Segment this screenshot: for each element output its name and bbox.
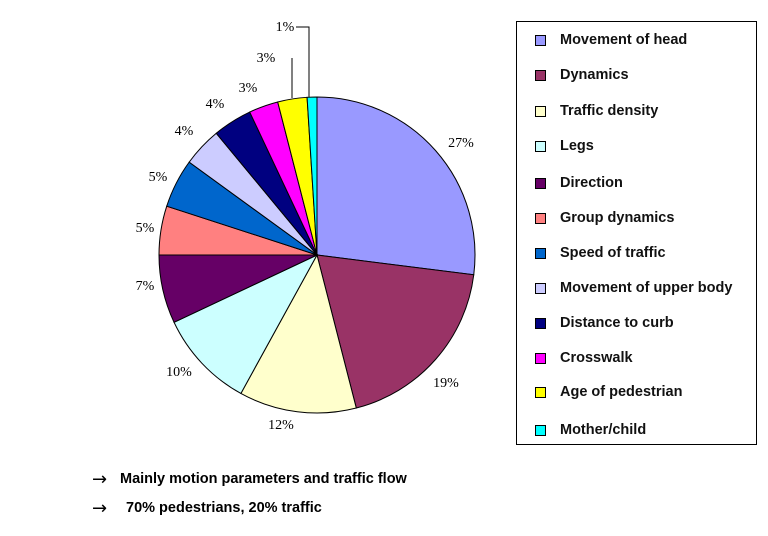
legend-swatch xyxy=(535,105,546,117)
pie-percent-label: 10% xyxy=(166,365,192,380)
legend-label: Legs xyxy=(560,138,594,154)
legend-item: Dynamics xyxy=(535,65,629,85)
legend-item: Mother/child xyxy=(535,420,646,440)
pie-slice-dynamics xyxy=(316,254,475,409)
legend-swatch xyxy=(535,34,546,46)
note-text: Mainly motion parameters and traffic flo… xyxy=(120,471,407,487)
legend-item: Speed of traffic xyxy=(535,243,666,263)
legend-item: Movement of head xyxy=(535,30,687,50)
legend-label: Dynamics xyxy=(560,67,629,83)
legend-label: Distance to curb xyxy=(560,315,674,331)
pie-percent-label: 19% xyxy=(433,376,459,391)
legend-swatch xyxy=(535,386,546,398)
legend-swatch xyxy=(535,424,546,436)
legend-item: Movement of upper body xyxy=(535,278,732,298)
note-text: 70% pedestrians, 20% traffic xyxy=(126,500,322,516)
legend-item: Age of pedestrian xyxy=(535,382,682,402)
legend-label: Traffic density xyxy=(560,103,659,119)
pie-percent-label: 5% xyxy=(136,221,155,236)
legend-swatch xyxy=(535,317,546,329)
chart-legend: Movement of head Dynamics Traffic density L… xyxy=(516,21,757,445)
pie-percent-label: 4% xyxy=(175,124,194,139)
pie-slice-traffic-density xyxy=(240,253,357,414)
arrow-right-icon: → xyxy=(92,497,108,519)
pie-percent-label: 4% xyxy=(206,97,225,112)
legend-label: Movement of head xyxy=(560,32,688,48)
leader-line xyxy=(296,26,310,97)
legend-label: Group dynamics xyxy=(560,210,675,226)
legend-swatch xyxy=(535,352,546,364)
note-item-pedestrians: → 70% pedestrians, 20% traffic xyxy=(92,497,322,519)
pie-chart-svg: 27% 19% 12% 10% 7% 5% 5% 4% 4% 3% 3% 1% xyxy=(136,20,476,433)
legend-swatch xyxy=(535,140,546,152)
legend-label: Speed of traffic xyxy=(560,245,666,261)
legend-swatch xyxy=(535,247,546,259)
pie-percent-labels: 27% 19% 12% 10% 7% 5% 5% 4% 4% 3% 3% 1% xyxy=(136,20,475,433)
label-leader-lines xyxy=(291,26,310,98)
legend-swatch xyxy=(535,282,546,294)
legend-item: Distance to curb xyxy=(535,313,674,333)
arrow-right-icon: → xyxy=(92,468,108,490)
note-item-motion: → Mainly motion parameters and traffic f… xyxy=(92,468,407,490)
pie-percent-label: 5% xyxy=(149,170,168,185)
legend-label: Crosswalk xyxy=(560,350,633,366)
legend-label: Age of pedestrian xyxy=(560,384,683,400)
legend-swatch xyxy=(535,69,546,81)
legend-label: Movement of upper body xyxy=(560,280,733,296)
pie-percent-label: 12% xyxy=(268,418,294,433)
pie-percent-label: 7% xyxy=(136,279,155,294)
pie-chart: 27% 19% 12% 10% 7% 5% 5% 4% 4% 3% 3% 1% xyxy=(136,20,476,433)
legend-item: Legs xyxy=(535,136,594,156)
legend-item: Group dynamics xyxy=(535,208,674,228)
legend-label: Mother/child xyxy=(560,422,647,438)
legend-swatch xyxy=(535,212,546,224)
pie-slice-legs xyxy=(173,253,319,395)
pie-percent-label: 3% xyxy=(239,81,258,96)
legend-item: Traffic density xyxy=(535,101,658,121)
pie-percent-label: 27% xyxy=(448,136,474,151)
legend-swatch xyxy=(535,177,546,189)
legend-item: Direction xyxy=(535,173,623,193)
pie-slice-movement-of-head xyxy=(316,96,476,276)
legend-item: Crosswalk xyxy=(535,348,633,368)
legend-label: Direction xyxy=(560,175,623,191)
pie-percent-label: 1% xyxy=(276,20,295,35)
pie-slice-mother-child xyxy=(306,96,318,256)
pie-percent-label: 3% xyxy=(257,51,276,66)
pie-slices xyxy=(158,96,476,414)
